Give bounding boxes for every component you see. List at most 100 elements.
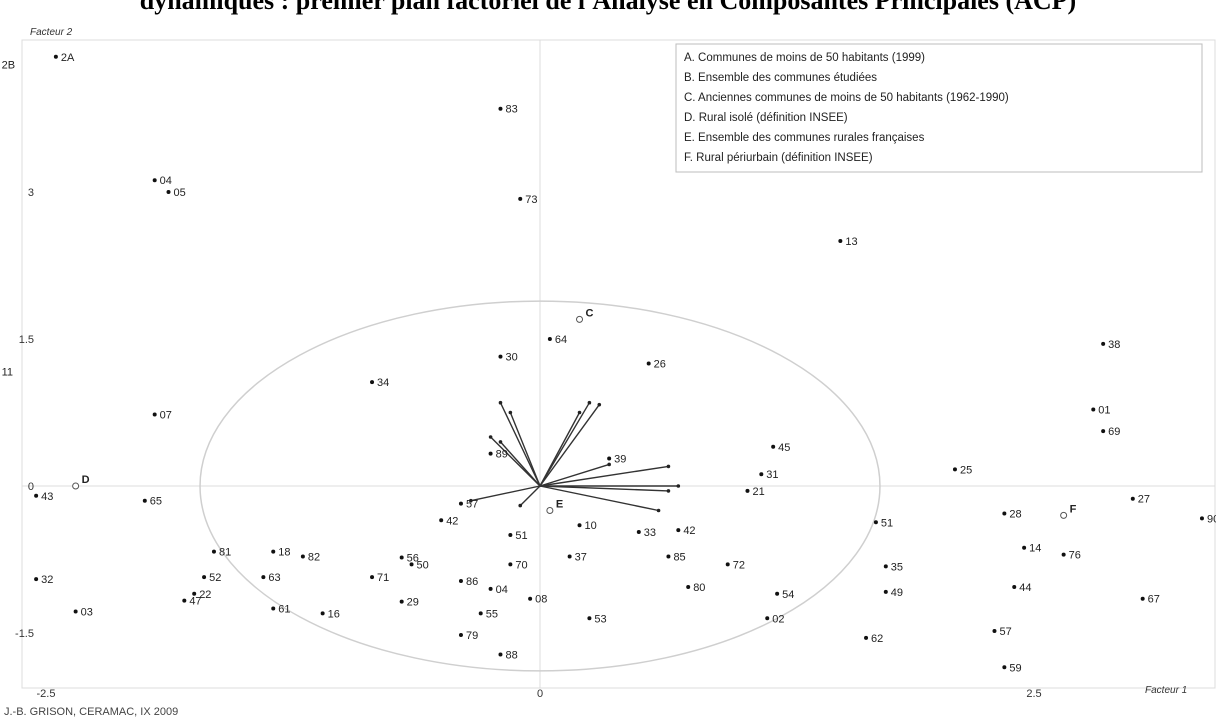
legend-entry-d: D. Rural isolé (définition INSEE) xyxy=(684,112,848,124)
x-tick-label: 2.5 xyxy=(1026,688,1041,700)
department-point xyxy=(607,456,612,461)
department-label: 10 xyxy=(585,520,597,532)
department-label: 65 xyxy=(150,496,162,508)
department-label: 28 xyxy=(1009,508,1021,520)
department-label: 07 xyxy=(160,409,172,421)
reference-label: F xyxy=(1070,503,1077,515)
department-point xyxy=(399,599,404,604)
department-point xyxy=(1199,516,1204,521)
department-point xyxy=(1002,665,1007,670)
department-label: 49 xyxy=(891,587,903,599)
department-point xyxy=(498,354,503,359)
department-label: 54 xyxy=(782,589,794,601)
reference-point xyxy=(546,507,554,514)
department-point xyxy=(458,632,463,637)
variable-vector xyxy=(519,485,541,507)
vector-tip xyxy=(656,508,661,513)
department-point xyxy=(686,584,691,589)
department-label: 53 xyxy=(594,613,606,625)
department-label: 88 xyxy=(505,650,517,662)
department-label: 71 xyxy=(377,572,389,584)
department-label: 57 xyxy=(466,499,478,511)
department-point xyxy=(192,591,197,596)
variable-vector xyxy=(499,441,541,487)
variable-vector xyxy=(499,402,541,487)
x-tick-label: -2.5 xyxy=(37,688,56,700)
department-label: 04 xyxy=(160,175,172,187)
department-label: 72 xyxy=(733,559,745,571)
reference-point xyxy=(1060,511,1068,519)
legend-entry-b: B. Ensemble des communes étudiées xyxy=(684,72,877,84)
department-point xyxy=(271,549,276,554)
variable-vector xyxy=(539,463,610,487)
department-point xyxy=(439,518,444,523)
department-point xyxy=(745,488,750,493)
department-point xyxy=(547,337,552,341)
department-point xyxy=(666,554,671,559)
department-label: 29 xyxy=(407,597,419,609)
y-tick-label: -1.5 xyxy=(15,628,34,640)
reference-label: E xyxy=(556,499,563,511)
department-point xyxy=(271,606,276,611)
department-label: 69 xyxy=(1108,426,1120,438)
department-point xyxy=(838,239,843,243)
department-label: 47 xyxy=(189,596,201,608)
department-label: 21 xyxy=(752,486,764,498)
department-point xyxy=(1091,407,1096,412)
legend-entry-a: A. Communes de moins de 50 habitants (19… xyxy=(684,52,925,64)
department-point xyxy=(1140,596,1145,601)
vector-tip xyxy=(508,410,513,415)
department-label: 85 xyxy=(673,552,685,564)
department-point xyxy=(399,555,404,560)
reference-label: D xyxy=(82,474,90,486)
y-tick-label: 0 xyxy=(28,481,34,493)
reference-point xyxy=(72,482,80,490)
department-point xyxy=(498,106,503,111)
variable-vectors xyxy=(469,400,681,513)
department-label: 50 xyxy=(417,559,429,571)
department-label: 32 xyxy=(41,574,53,586)
department-label: 05 xyxy=(174,187,186,199)
department-label: 14 xyxy=(1029,543,1041,555)
department-point xyxy=(587,616,592,621)
department-label: 02 xyxy=(772,613,784,625)
credit-line: J.-B. GRISON, CERAMAC, IX 2009 xyxy=(4,706,179,718)
department-point xyxy=(498,652,503,657)
department-label: 82 xyxy=(308,552,320,564)
department-label: 08 xyxy=(535,594,547,606)
department-point xyxy=(202,575,207,580)
department-point xyxy=(646,361,651,366)
department-point xyxy=(458,579,463,584)
department-label: 35 xyxy=(891,561,903,573)
department-label: 27 xyxy=(1138,494,1150,506)
department-point xyxy=(508,562,513,567)
department-point xyxy=(73,609,78,614)
department-label: 52 xyxy=(209,572,221,584)
department-point xyxy=(992,629,997,634)
department-point xyxy=(528,596,533,601)
department-point xyxy=(370,575,375,580)
department-point xyxy=(1061,552,1066,557)
department-label: 2B xyxy=(2,60,15,72)
vector-tip xyxy=(518,503,523,508)
department-point xyxy=(166,190,171,194)
department-label: 42 xyxy=(446,515,458,527)
department-point xyxy=(261,575,266,580)
legend-entry-f: F. Rural périurbain (définition INSEE) xyxy=(684,152,873,164)
department-label: 56 xyxy=(407,553,419,565)
department-label: 39 xyxy=(614,454,626,466)
department-label: 51 xyxy=(515,530,527,542)
department-point xyxy=(883,564,888,569)
department-label: 37 xyxy=(575,552,587,564)
department-point xyxy=(1130,496,1135,501)
department-label: 67 xyxy=(1148,594,1160,606)
department-point xyxy=(370,380,375,385)
department-label: 79 xyxy=(466,630,478,642)
department-label: 18 xyxy=(278,547,290,559)
department-point xyxy=(775,591,780,596)
department-label: 22 xyxy=(199,589,211,601)
department-point xyxy=(1002,511,1007,516)
department-label: 34 xyxy=(377,377,389,389)
department-point xyxy=(873,520,878,525)
vector-tip xyxy=(597,402,602,407)
